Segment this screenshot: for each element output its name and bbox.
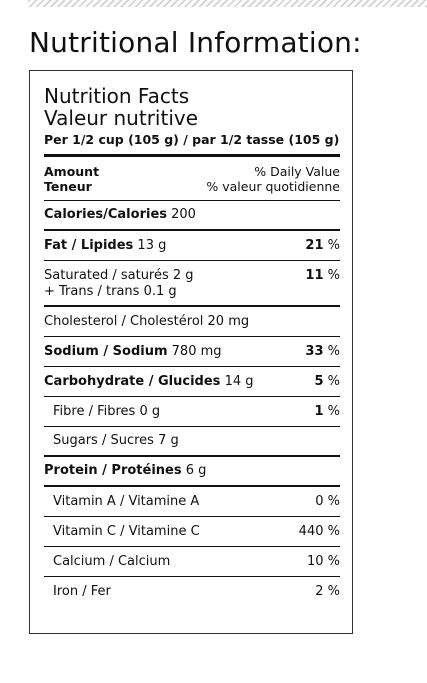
vitamin-a-label: Vitamin A / Vitamine A — [53, 493, 200, 509]
row-calcium: Calcium / Calcium 10 % — [44, 547, 340, 577]
fat-percent: 21 — [305, 237, 324, 253]
fat-label: Fat / Lipides — [44, 237, 134, 253]
row-iron: Iron / Fer 2 % — [44, 577, 340, 607]
calories-label: Calories/Calories — [44, 207, 167, 222]
daily-value-label-fr: % valeur quotidienne — [206, 179, 340, 194]
row-sugars: Sugars / Sucres 7 g — [44, 427, 340, 457]
fibre-percent: 1 — [314, 403, 324, 419]
vitamin-a-percent-unit: % — [327, 493, 340, 509]
carbohydrate-percent-unit: % — [327, 373, 340, 389]
column-header: Amount Teneur % Daily Value % valeur quo… — [44, 157, 340, 201]
page-title: Nutritional Information: — [29, 26, 362, 59]
vitamin-a-percent: 0 — [315, 493, 324, 509]
serving-size: Per 1/2 cup (105 g) / par 1/2 tasse (105… — [44, 132, 340, 147]
thick-rule — [44, 154, 340, 157]
carbohydrate-amount: 14 g — [224, 373, 254, 389]
fibre-label: Fibre / Fibres — [53, 403, 136, 419]
trans-label: + Trans / trans — [44, 284, 140, 299]
row-carbohydrate: Carbohydrate / Glucides 14 g 5 % — [44, 367, 340, 397]
cholesterol-amount: 20 mg — [207, 313, 250, 329]
calcium-percent-unit: % — [327, 553, 340, 569]
amount-label-fr: Teneur — [44, 179, 92, 194]
sugars-label: Sugars / Sucres — [53, 433, 154, 448]
iron-label: Iron / Fer — [53, 584, 111, 599]
amount-label-en: Amount — [44, 164, 100, 179]
row-sodium: Sodium / Sodium 780 mg 33 % — [44, 337, 340, 367]
calcium-percent: 10 — [306, 553, 324, 569]
saturated-label: Saturated / saturés — [44, 268, 169, 283]
nutrition-panel: Nutrition Facts Valeur nutritive Per 1/2… — [29, 70, 353, 634]
fat-amount: 13 g — [137, 237, 167, 253]
facts-title-en: Nutrition Facts — [44, 84, 190, 108]
trans-amount: 0.1 g — [143, 284, 177, 299]
calcium-label: Calcium / Calcium — [53, 553, 171, 569]
row-fibre: Fibre / Fibres 0 g 1 % — [44, 397, 340, 427]
fat-percent-unit: % — [327, 237, 340, 253]
vitamin-c-label: Vitamin C / Vitamine C — [53, 523, 200, 539]
calories-value: 200 — [171, 207, 196, 222]
saturated-percent-unit: % — [327, 268, 340, 283]
nutrition-facts-table: Nutrition Facts Valeur nutritive Per 1/2… — [44, 85, 340, 607]
row-saturated-trans: Saturated / saturés 2 g + Trans / trans … — [44, 261, 340, 307]
protein-label: Protein / Protéines — [44, 463, 182, 478]
saturated-percent: 11 — [305, 268, 324, 283]
sodium-amount: 780 mg — [171, 343, 222, 359]
cholesterol-label: Cholesterol / Cholestérol — [44, 313, 204, 329]
row-fat: Fat / Lipides 13 g 21 % — [44, 231, 340, 261]
fibre-amount: 0 g — [139, 403, 161, 419]
carbohydrate-label: Carbohydrate / Glucides — [44, 373, 221, 389]
row-cholesterol: Cholesterol / Cholestérol 20 mg — [44, 307, 340, 337]
row-vitamin-c: Vitamin C / Vitamine C 440 % — [44, 517, 340, 547]
row-calories: Calories/Calories 200 — [44, 201, 340, 231]
vitamin-c-percent: 440 — [298, 523, 324, 539]
vitamin-c-percent-unit: % — [327, 523, 340, 539]
sodium-percent-unit: % — [327, 343, 340, 359]
sodium-percent: 33 — [305, 343, 324, 359]
protein-amount: 6 g — [185, 463, 207, 478]
sodium-label: Sodium / Sodium — [44, 343, 168, 359]
decorative-hatch-divider — [28, 0, 427, 7]
daily-value-label-en: % Daily Value — [254, 164, 340, 179]
facts-title-fr: Valeur nutritive — [44, 106, 199, 130]
row-vitamin-a: Vitamin A / Vitamine A 0 % — [44, 487, 340, 517]
carbohydrate-percent: 5 — [314, 373, 324, 389]
sugars-amount: 7 g — [158, 433, 179, 448]
iron-percent: 2 — [315, 584, 324, 599]
row-protein: Protein / Protéines 6 g — [44, 457, 340, 487]
iron-percent-unit: % — [327, 584, 340, 599]
fibre-percent-unit: % — [327, 403, 340, 419]
saturated-amount: 2 g — [172, 268, 194, 283]
